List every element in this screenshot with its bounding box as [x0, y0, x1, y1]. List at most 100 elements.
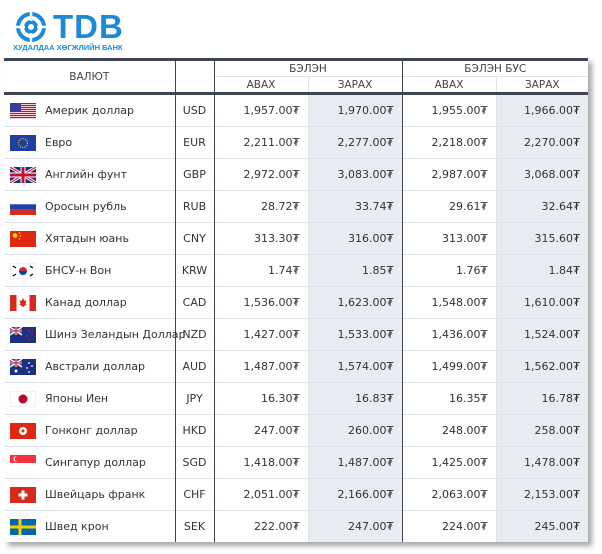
currency-code: AUD [174, 350, 214, 383]
noncash-buy-rate: 1.76₮ [401, 254, 497, 287]
currency-name-cell: Канад доллар [4, 286, 175, 319]
cash-buy-rate: 1,487.00₮ [213, 350, 308, 383]
table-row: Америк доллар USD 1,957.00₮ 1,970.00₮ 1,… [4, 93, 589, 127]
cash-buy-rate: 313.30₮ [213, 222, 308, 255]
currency-name-cell: Гонконг доллар [4, 414, 175, 447]
noncash-buy-rate: 1,955.00₮ [401, 93, 497, 127]
cash-sell-rate: 1.85₮ [307, 254, 403, 287]
cash-sell-rate: 3,083.00₮ [307, 158, 403, 191]
currency-name: Японы Иен [45, 391, 109, 405]
table-row: Гонконг доллар HKD 247.00₮ 260.00₮ 248.0… [4, 414, 589, 447]
header-noncash-buy: АВАХ [401, 76, 497, 95]
cash-sell-rate: 1,533.00₮ [307, 318, 403, 351]
cash-sell-rate: 247.00₮ [307, 510, 403, 542]
noncash-sell-rate: 2,270.00₮ [495, 126, 589, 159]
noncash-sell-rate: 3,068.00₮ [495, 158, 589, 191]
table-row: Евро EUR 2,211.00₮ 2,277.00₮ 2,218.00₮ 2… [4, 126, 589, 159]
cash-buy-rate: 16.30₮ [213, 382, 308, 415]
cash-buy-rate: 222.00₮ [213, 510, 308, 542]
noncash-sell-rate: 1,610.00₮ [495, 286, 589, 319]
cash-sell-rate: 1,623.00₮ [307, 286, 403, 319]
us-flag-icon [10, 102, 36, 119]
cash-buy-rate: 1,418.00₮ [213, 446, 308, 479]
currency-code: KRW [174, 254, 214, 287]
hk-flag-icon [10, 422, 36, 439]
noncash-sell-rate: 245.00₮ [495, 510, 589, 542]
noncash-sell-rate: 1,562.00₮ [495, 350, 589, 383]
currency-code: CHF [174, 478, 214, 511]
currency-code: EUR [174, 126, 214, 159]
currency-code: HKD [174, 414, 214, 447]
ca-flag-icon [10, 294, 36, 311]
nz-flag-icon [10, 326, 36, 343]
au-flag-icon [10, 358, 36, 375]
cn-flag-icon [10, 230, 36, 247]
cash-sell-rate: 1,970.00₮ [307, 93, 403, 127]
cash-sell-rate: 2,277.00₮ [307, 126, 403, 159]
currency-name: Сингапур доллар [45, 455, 146, 469]
gb-flag-icon [10, 166, 36, 183]
header-cash: БЭЛЭН [213, 58, 403, 77]
cash-sell-rate: 33.74₮ [307, 190, 403, 223]
cash-sell-rate: 16.83₮ [307, 382, 403, 415]
noncash-sell-rate: 315.60₮ [495, 222, 589, 255]
cash-sell-rate: 1,574.00₮ [307, 350, 403, 383]
noncash-sell-rate: 32.64₮ [495, 190, 589, 223]
currency-name: Швед крон [45, 519, 109, 533]
tdb-logo[interactable]: TDB ХУДАЛДАА ХӨГЖЛИЙН БАНК [13, 8, 124, 53]
cash-buy-rate: 1,536.00₮ [213, 286, 308, 319]
currency-name-cell: Швейцарь франк [4, 478, 175, 511]
logo-subtitle: ХУДАЛДАА ХӨГЖЛИЙН БАНК [13, 43, 123, 52]
ru-flag-icon [10, 198, 36, 215]
cash-buy-rate: 1,427.00₮ [213, 318, 308, 351]
noncash-sell-rate: 258.00₮ [495, 414, 589, 447]
cash-buy-rate: 1,957.00₮ [213, 93, 308, 127]
noncash-buy-rate: 1,425.00₮ [401, 446, 497, 479]
currency-code: SGD [174, 446, 214, 479]
currency-name: Евро [45, 135, 73, 149]
cash-buy-rate: 247.00₮ [213, 414, 308, 447]
noncash-sell-rate: 1,966.00₮ [495, 93, 589, 127]
cash-buy-rate: 28.72₮ [213, 190, 308, 223]
noncash-buy-rate: 1,548.00₮ [401, 286, 497, 319]
noncash-sell-rate: 1.84₮ [495, 254, 589, 287]
table-row: БНСУ-н Вон KRW 1.74₮ 1.85₮ 1.76₮ 1.84₮ [4, 254, 589, 287]
cash-buy-rate: 2,972.00₮ [213, 158, 308, 191]
table-row: Австрали доллар AUD 1,487.00₮ 1,574.00₮ … [4, 350, 589, 383]
currency-code: CNY [174, 222, 214, 255]
sg-flag-icon [10, 454, 36, 471]
cash-sell-rate: 260.00₮ [307, 414, 403, 447]
noncash-buy-rate: 313.00₮ [401, 222, 497, 255]
noncash-buy-rate: 2,063.00₮ [401, 478, 497, 511]
currency-code: JPY [174, 382, 214, 415]
currency-name-cell: Австрали доллар [4, 350, 175, 383]
noncash-buy-rate: 1,436.00₮ [401, 318, 497, 351]
header-cash-sell: ЗАРАХ [307, 76, 403, 95]
currency-name-cell: БНСУ-н Вон [4, 254, 175, 287]
table-row: Английн фунт GBP 2,972.00₮ 3,083.00₮ 2,9… [4, 158, 589, 191]
noncash-buy-rate: 1,499.00₮ [401, 350, 497, 383]
noncash-buy-rate: 248.00₮ [401, 414, 497, 447]
table-row: Японы Иен JPY 16.30₮ 16.83₮ 16.35₮ 16.78… [4, 382, 589, 415]
currency-name: Америк доллар [45, 103, 134, 117]
currency-code: CAD [174, 286, 214, 319]
noncash-buy-rate: 2,218.00₮ [401, 126, 497, 159]
currency-code: NZD [174, 318, 214, 351]
cash-sell-rate: 1,487.00₮ [307, 446, 403, 479]
logo-text: TDB [53, 8, 124, 45]
table-row: Канад доллар CAD 1,536.00₮ 1,623.00₮ 1,5… [4, 286, 589, 319]
noncash-sell-rate: 1,524.00₮ [495, 318, 589, 351]
currency-code: RUB [174, 190, 214, 223]
currency-name: Канад доллар [45, 295, 127, 309]
table-row: Хятадын юань CNY 313.30₮ 316.00₮ 313.00₮… [4, 222, 589, 255]
currency-name: БНСУ-н Вон [45, 263, 112, 277]
noncash-sell-rate: 2,153.00₮ [495, 478, 589, 511]
jp-flag-icon [10, 390, 36, 407]
currency-name-cell: Швед крон [4, 510, 175, 542]
table-row: Швед крон SEK 222.00₮ 247.00₮ 224.00₮ 24… [4, 510, 589, 542]
logo-emblem-icon [16, 12, 46, 42]
noncash-buy-rate: 16.35₮ [401, 382, 497, 415]
eu-flag-icon [10, 134, 36, 151]
se-flag-icon [10, 518, 36, 535]
currency-name: Гонконг доллар [45, 423, 138, 437]
